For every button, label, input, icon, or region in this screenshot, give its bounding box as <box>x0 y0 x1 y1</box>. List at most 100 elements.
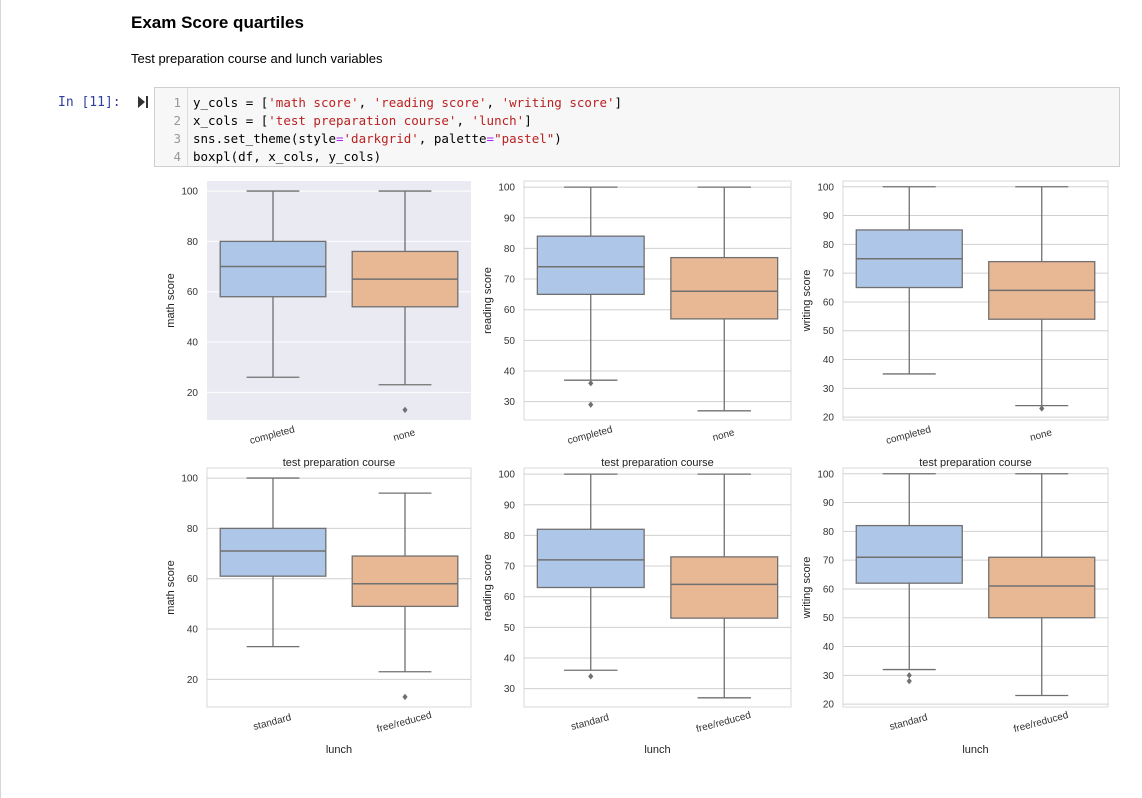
y-tick-label: 30 <box>823 671 835 682</box>
x-tick-label: standard <box>252 712 292 733</box>
code-line[interactable]: y_cols = ['math score', 'reading score',… <box>193 95 623 110</box>
outlier-point <box>402 693 408 701</box>
boxplot-panel: 30 40 50 60 70 80 90 100 completed none test prepa… <box>482 180 792 469</box>
outlier-point <box>906 672 912 679</box>
y-tick-label: 90 <box>823 211 835 222</box>
y-axis-label: writing score <box>801 557 813 620</box>
box-2 <box>988 186 1096 412</box>
y-tick-label: 30 <box>504 684 516 695</box>
x-axis-label: test preparation course <box>919 457 1032 469</box>
iqr-box <box>988 556 1096 619</box>
y-axis-label: reading score <box>482 554 494 621</box>
x-axis-label: test preparation course <box>283 457 396 469</box>
iqr-box <box>536 235 645 296</box>
x-tick-label: free/reduced <box>695 710 752 735</box>
y-tick-label: 90 <box>823 498 835 509</box>
markdown-heading: Exam Score quartiles <box>131 13 304 32</box>
line-number: 1 <box>173 95 181 110</box>
iqr-box <box>219 527 327 577</box>
box-1 <box>536 473 645 680</box>
x-tick-label: completed <box>885 424 932 447</box>
y-tick-label: 50 <box>823 326 835 337</box>
y-tick-label: 20 <box>823 700 835 711</box>
iqr-box <box>670 556 779 619</box>
y-tick-label: 80 <box>823 240 835 251</box>
box-2 <box>351 190 459 414</box>
y-tick-label: 40 <box>823 642 835 653</box>
outlier-point <box>1039 405 1045 412</box>
x-tick-label: none <box>1029 427 1054 443</box>
y-tick-label: 40 <box>504 366 516 377</box>
code-line[interactable]: sns.set_theme(style='darkgrid', palette=… <box>193 131 562 146</box>
outlier-point <box>588 673 594 680</box>
y-tick-label: 70 <box>504 562 516 573</box>
box-1 <box>219 477 327 648</box>
x-tick-label: standard <box>888 712 928 733</box>
outlier-point <box>588 380 594 387</box>
box-2 <box>351 492 459 701</box>
y-tick-label: 80 <box>187 237 199 248</box>
line-number-gutter <box>155 88 188 166</box>
y-tick-label: 100 <box>817 469 834 480</box>
y-axis-label: math score <box>165 560 177 614</box>
x-tick-label: none <box>392 427 417 443</box>
y-tick-label: 30 <box>823 384 835 395</box>
y-tick-label: 70 <box>504 275 516 286</box>
y-tick-label: 60 <box>187 287 199 298</box>
y-tick-label: 40 <box>187 338 199 349</box>
y-tick-label: 40 <box>823 355 835 366</box>
x-tick-label: free/reduced <box>376 710 433 735</box>
y-tick-label: 80 <box>187 524 199 535</box>
y-tick-label: 20 <box>823 413 835 424</box>
y-axis-label: reading score <box>482 267 494 334</box>
y-tick-label: 100 <box>817 182 834 193</box>
x-tick-label: standard <box>570 712 610 733</box>
y-tick-label: 50 <box>504 336 516 347</box>
y-tick-label: 60 <box>187 574 199 585</box>
line-number: 2 <box>173 113 181 128</box>
cell-prompt: In [11]: <box>58 95 121 110</box>
code-cell-editor[interactable]: 1 y_cols = ['math score', 'reading score'… <box>154 87 1120 167</box>
y-axis-label: math score <box>165 273 177 327</box>
code-line[interactable]: x_cols = ['test preparation course', 'lu… <box>193 113 532 128</box>
box-2 <box>988 473 1096 697</box>
y-tick-label: 80 <box>504 531 516 542</box>
y-tick-label: 60 <box>823 584 835 595</box>
box-1 <box>219 190 327 378</box>
iqr-box <box>351 555 459 608</box>
y-tick-label: 40 <box>504 653 516 664</box>
y-tick-label: 100 <box>181 187 198 198</box>
markdown-subtitle: Test preparation course and lunch variab… <box>131 51 383 66</box>
y-tick-label: 100 <box>498 470 515 481</box>
x-axis-label: lunch <box>962 744 988 756</box>
x-tick-label: none <box>711 427 736 443</box>
iqr-box <box>670 256 779 320</box>
y-tick-label: 40 <box>187 625 199 636</box>
iqr-box <box>219 240 327 298</box>
iqr-box <box>536 528 645 589</box>
notebook-left-border <box>0 0 1 798</box>
boxplot-panel: 20 40 60 80 100 completed none test preparation… <box>165 181 471 469</box>
boxplot-panel: 20 30 40 50 60 70 80 90 100 completed none test pre… <box>801 180 1109 469</box>
y-tick-label: 100 <box>181 474 198 485</box>
line-number: 3 <box>173 131 181 146</box>
y-tick-label: 100 <box>498 183 515 194</box>
line-number: 4 <box>173 149 181 164</box>
box-1 <box>536 186 645 408</box>
y-tick-label: 60 <box>504 305 516 316</box>
outlier-point <box>906 677 912 685</box>
x-tick-label: completed <box>249 424 296 447</box>
x-tick-label: completed <box>566 424 613 447</box>
y-tick-label: 60 <box>823 297 835 308</box>
y-tick-label: 90 <box>504 213 516 224</box>
x-tick-label: free/reduced <box>1013 710 1070 735</box>
run-cell-icon[interactable] <box>137 95 149 109</box>
code-line[interactable]: boxpl(df, x_cols, y_cols) <box>193 149 382 164</box>
boxplot-panel: 30 40 50 60 70 80 90 100 standard free/reduced lun… <box>482 467 792 756</box>
y-axis-label: writing score <box>801 270 813 333</box>
box-1 <box>855 186 963 375</box>
boxplot-panel: 20 40 60 80 100 standard free/reduced lunch math… <box>165 467 472 756</box>
x-axis-label: lunch <box>644 744 670 756</box>
y-tick-label: 70 <box>823 269 835 280</box>
